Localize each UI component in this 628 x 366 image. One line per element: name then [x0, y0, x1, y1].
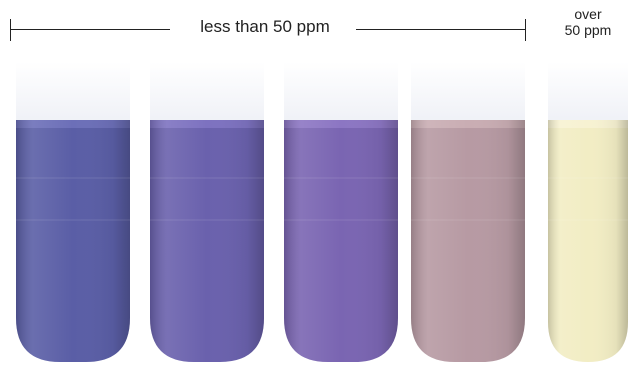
bracket-right-line [356, 29, 526, 30]
test-tube-photo [0, 58, 628, 366]
tube-4-empty-top [411, 62, 525, 126]
over-label-line-1: over [574, 6, 602, 22]
tube-1-empty-top [16, 62, 130, 126]
tube-1-glass-shade [16, 120, 130, 362]
tube-5 [548, 62, 628, 362]
bracket-right-cap [525, 19, 526, 41]
tube-1 [16, 62, 130, 362]
tube-2-empty-top [150, 62, 264, 126]
tube-3-empty-top [284, 62, 398, 126]
tube-3 [284, 62, 398, 362]
test-tubes-image [16, 62, 628, 362]
tube-4-glass-shade [411, 120, 525, 362]
tube-5-glass-shade [548, 120, 628, 362]
tube-2-glass-shade [150, 120, 264, 362]
over-threshold-label: over 50 ppm [548, 6, 628, 38]
bracket-left-line [10, 29, 170, 30]
range-label: less than 50 ppm [200, 17, 330, 36]
over-label-line-2: 50 ppm [564, 22, 612, 38]
tube-2 [150, 62, 264, 362]
range-bracket: less than 50 ppm [10, 14, 526, 44]
bracket-left-cap [10, 19, 11, 41]
tube-3-glass-shade [284, 120, 398, 362]
tube-4 [411, 62, 525, 362]
tube-5-empty-top [548, 62, 628, 126]
